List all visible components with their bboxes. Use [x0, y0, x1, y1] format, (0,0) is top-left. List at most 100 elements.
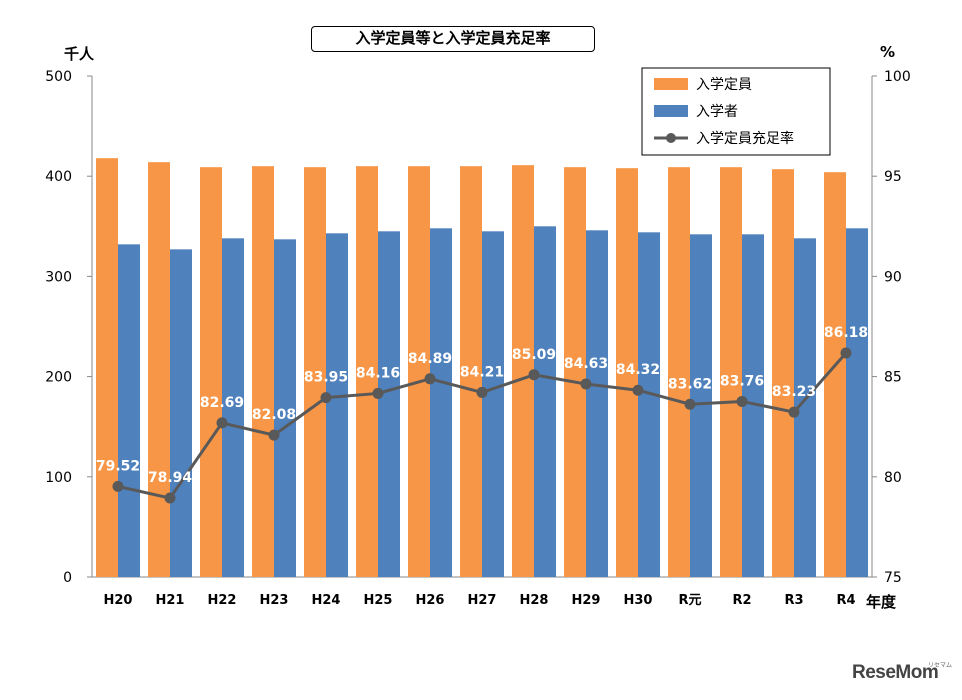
rate-point: [476, 386, 488, 398]
bar-capacity: [512, 165, 534, 578]
left-tick-label: 500: [45, 69, 72, 85]
rate-point: [788, 406, 800, 418]
bar-capacity: [304, 167, 326, 577]
bar-enrolled: [222, 238, 244, 577]
legend-label-enrolled: 入学者: [696, 104, 738, 120]
bar-capacity: [564, 167, 586, 577]
left-tick-label: 200: [45, 370, 72, 386]
right-tick-label: 85: [884, 370, 902, 386]
x-tick-label: H22: [208, 593, 237, 608]
legend-label-capacity: 入学定員: [696, 77, 752, 93]
bar-enrolled: [118, 244, 140, 577]
left-tick-label: 400: [45, 169, 72, 185]
rate-point: [840, 347, 852, 359]
rate-data-label: 84.89: [408, 351, 452, 367]
left-tick-label: 300: [45, 269, 72, 285]
rate-point: [268, 429, 280, 441]
x-tick-label: R4: [836, 593, 855, 608]
legend-swatch-capacity: [654, 78, 688, 90]
rate-data-label: 78.94: [148, 470, 193, 486]
bar-enrolled: [170, 249, 192, 577]
bar-capacity: [720, 167, 742, 577]
bar-capacity: [200, 167, 222, 577]
x-axis-unit: 年度: [866, 593, 897, 611]
x-tick-label: H27: [468, 593, 497, 608]
bar-enrolled: [690, 234, 712, 578]
rate-data-label: 85.09: [512, 347, 556, 363]
bar-capacity: [356, 166, 378, 577]
bar-enrolled: [586, 230, 608, 578]
bar-capacity: [96, 158, 118, 577]
chart-title: 入学定員等と入学定員充足率: [311, 26, 595, 52]
x-tick-label: H25: [364, 593, 393, 608]
legend-label-rate: 入学定員充足率: [696, 130, 794, 147]
rate-point: [632, 384, 644, 396]
bar-enrolled: [846, 228, 868, 577]
rate-data-label: 83.95: [304, 370, 348, 386]
bar-capacity: [252, 166, 274, 577]
resemom-logo-note: リセマム: [928, 662, 953, 669]
legend-swatch-rate-marker: [666, 133, 676, 143]
rate-point: [528, 369, 540, 381]
x-tick-label: H20: [104, 593, 133, 608]
x-tick-label: H23: [260, 593, 289, 608]
x-tick-label: H21: [156, 593, 185, 608]
bar-enrolled: [326, 233, 348, 577]
rate-point: [580, 378, 592, 390]
rate-point: [372, 387, 384, 399]
x-tick-label: H26: [416, 593, 445, 608]
rate-data-label: 84.32: [616, 362, 660, 378]
rate-data-label: 84.63: [564, 356, 608, 372]
rate-point: [216, 417, 228, 429]
x-tick-label: R元: [678, 593, 701, 608]
x-tick-label: H29: [572, 593, 601, 608]
bar-capacity: [616, 168, 638, 577]
rate-point: [164, 492, 176, 504]
bar-enrolled: [378, 231, 400, 577]
bar-enrolled: [638, 232, 660, 577]
bar-enrolled: [430, 228, 452, 577]
bar-capacity: [460, 166, 482, 577]
bar-enrolled: [794, 238, 816, 577]
bar-enrolled: [742, 234, 764, 578]
right-axis-unit: %: [880, 43, 896, 61]
right-tick-label: 95: [884, 169, 902, 185]
bar-capacity: [824, 172, 846, 577]
x-tick-label: H30: [624, 593, 653, 608]
resemom-logo: ReseMom: [852, 662, 939, 683]
left-axis-unit: 千人: [64, 45, 95, 63]
rate-data-label: 84.16: [356, 365, 400, 381]
rate-data-label: 79.52: [96, 458, 140, 474]
right-tick-label: 90: [884, 269, 902, 285]
rate-point: [736, 395, 748, 407]
rate-data-label: 82.69: [200, 395, 244, 411]
legend-swatch-enrolled: [654, 105, 688, 117]
rate-data-label: 83.23: [772, 384, 816, 400]
rate-point: [424, 373, 436, 385]
left-tick-label: 100: [45, 470, 72, 486]
rate-data-label: 83.62: [668, 376, 712, 392]
right-tick-label: 80: [884, 470, 902, 486]
x-tick-label: H28: [520, 593, 549, 608]
bar-capacity: [772, 169, 794, 577]
bar-capacity: [408, 166, 430, 577]
rate-point: [684, 398, 696, 410]
left-tick-label: 0: [63, 570, 72, 586]
bar-capacity: [148, 162, 170, 577]
right-tick-label: 100: [884, 69, 911, 85]
bar-enrolled: [274, 239, 296, 578]
x-tick-label: H24: [312, 593, 341, 608]
rate-point: [320, 392, 332, 404]
rate-data-label: 84.21: [460, 364, 504, 380]
bar-capacity: [668, 167, 690, 577]
rate-data-label: 86.18: [824, 325, 868, 341]
x-tick-label: R3: [784, 593, 803, 608]
rate-data-label: 83.76: [720, 373, 764, 389]
right-tick-label: 75: [884, 570, 902, 586]
rate-data-label: 82.08: [252, 407, 296, 423]
x-tick-label: R2: [732, 593, 751, 608]
bar-enrolled: [482, 231, 504, 577]
bar-enrolled: [534, 226, 556, 578]
rate-point: [112, 480, 124, 492]
